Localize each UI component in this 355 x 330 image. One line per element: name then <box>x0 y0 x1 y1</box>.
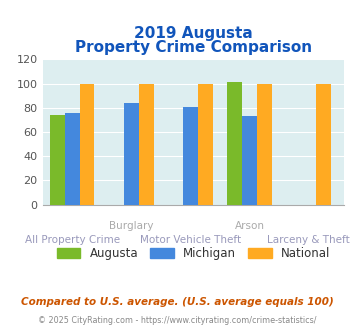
Text: © 2025 CityRating.com - https://www.cityrating.com/crime-statistics/: © 2025 CityRating.com - https://www.city… <box>38 316 317 325</box>
Legend: Augusta, Michigan, National: Augusta, Michigan, National <box>52 243 335 265</box>
Text: Motor Vehicle Theft: Motor Vehicle Theft <box>140 235 241 245</box>
Text: Property Crime Comparison: Property Crime Comparison <box>75 40 312 55</box>
Bar <box>50 115 65 205</box>
Bar <box>198 83 213 205</box>
Bar <box>139 83 153 205</box>
Text: Larceny & Theft: Larceny & Theft <box>267 235 350 245</box>
Bar <box>80 83 94 205</box>
Bar <box>228 82 242 205</box>
Bar <box>242 116 257 205</box>
Bar <box>316 83 331 205</box>
Text: All Property Crime: All Property Crime <box>24 235 120 245</box>
Text: Burglary: Burglary <box>109 221 154 231</box>
Bar <box>183 107 198 205</box>
Text: 2019 Augusta: 2019 Augusta <box>134 25 253 41</box>
Text: Arson: Arson <box>235 221 265 231</box>
Bar <box>65 113 80 205</box>
Bar <box>124 103 139 205</box>
Text: Compared to U.S. average. (U.S. average equals 100): Compared to U.S. average. (U.S. average … <box>21 297 334 307</box>
Bar <box>257 83 272 205</box>
